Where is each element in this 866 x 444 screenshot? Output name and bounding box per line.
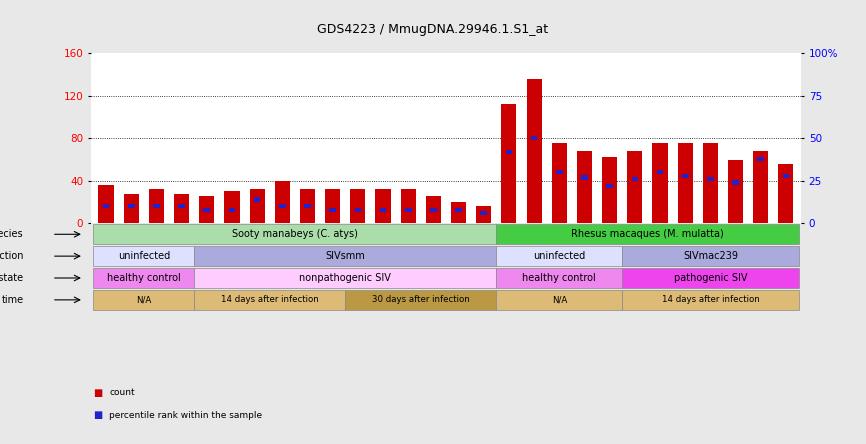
Bar bbox=[128, 204, 134, 209]
Bar bbox=[346, 290, 496, 310]
Bar bbox=[496, 246, 623, 266]
Bar bbox=[174, 194, 189, 223]
Text: SIVmac239: SIVmac239 bbox=[683, 251, 738, 261]
Bar bbox=[627, 151, 643, 223]
Bar bbox=[204, 208, 210, 212]
Bar bbox=[103, 204, 109, 209]
Bar bbox=[501, 104, 516, 223]
Bar bbox=[656, 170, 663, 174]
Bar bbox=[707, 177, 714, 181]
Bar bbox=[652, 143, 668, 223]
Text: species: species bbox=[0, 229, 23, 239]
Bar bbox=[678, 143, 693, 223]
Bar bbox=[733, 180, 739, 185]
Text: 14 days after infection: 14 days after infection bbox=[662, 295, 759, 305]
Bar bbox=[496, 268, 623, 288]
Bar bbox=[401, 189, 416, 223]
Bar bbox=[351, 189, 365, 223]
Bar bbox=[94, 268, 194, 288]
Bar bbox=[153, 204, 159, 209]
Bar bbox=[481, 211, 487, 215]
Bar bbox=[631, 177, 638, 181]
Bar bbox=[194, 290, 346, 310]
Text: disease state: disease state bbox=[0, 273, 23, 283]
Bar bbox=[405, 208, 411, 212]
Bar bbox=[224, 191, 240, 223]
Bar bbox=[149, 189, 164, 223]
Text: ■: ■ bbox=[94, 410, 103, 420]
Bar bbox=[199, 196, 214, 223]
Bar bbox=[506, 150, 513, 154]
Text: percentile rank within the sample: percentile rank within the sample bbox=[109, 411, 262, 420]
Text: nonpathogenic SIV: nonpathogenic SIV bbox=[300, 273, 391, 283]
Bar bbox=[531, 136, 538, 140]
Bar bbox=[99, 185, 113, 223]
Bar bbox=[379, 208, 386, 212]
Bar bbox=[376, 189, 391, 223]
Bar bbox=[476, 206, 491, 223]
Bar bbox=[279, 204, 286, 209]
Text: 14 days after infection: 14 days after infection bbox=[221, 295, 319, 305]
Bar bbox=[496, 290, 623, 310]
Bar bbox=[254, 198, 261, 202]
Bar bbox=[94, 290, 194, 310]
Bar bbox=[275, 181, 290, 223]
Bar bbox=[430, 208, 436, 212]
Text: time: time bbox=[2, 295, 23, 305]
Bar bbox=[606, 184, 613, 188]
Text: 30 days after infection: 30 days after infection bbox=[372, 295, 469, 305]
Text: infection: infection bbox=[0, 251, 23, 261]
Bar bbox=[758, 157, 764, 161]
Bar bbox=[426, 196, 441, 223]
Text: pathogenic SIV: pathogenic SIV bbox=[674, 273, 747, 283]
Bar bbox=[496, 224, 798, 244]
Bar bbox=[300, 189, 315, 223]
Bar bbox=[623, 268, 798, 288]
Bar bbox=[178, 204, 185, 209]
Bar bbox=[249, 189, 265, 223]
Bar bbox=[623, 290, 798, 310]
Bar bbox=[229, 208, 236, 212]
Bar bbox=[94, 246, 194, 266]
Bar bbox=[194, 246, 496, 266]
Text: N/A: N/A bbox=[136, 295, 152, 305]
Text: ■: ■ bbox=[94, 388, 103, 398]
Text: GDS4223 / MmugDNA.29946.1.S1_at: GDS4223 / MmugDNA.29946.1.S1_at bbox=[318, 23, 548, 36]
Bar bbox=[527, 79, 541, 223]
Bar bbox=[304, 204, 311, 209]
Bar bbox=[779, 164, 793, 223]
Bar bbox=[329, 208, 336, 212]
Bar bbox=[194, 268, 496, 288]
Bar bbox=[753, 151, 768, 223]
Bar bbox=[623, 246, 798, 266]
Bar bbox=[703, 143, 718, 223]
Text: Sooty manabeys (C. atys): Sooty manabeys (C. atys) bbox=[232, 229, 358, 239]
Bar bbox=[354, 208, 361, 212]
Text: healthy control: healthy control bbox=[522, 273, 596, 283]
Text: count: count bbox=[109, 388, 135, 397]
Bar bbox=[577, 151, 592, 223]
Bar bbox=[325, 189, 340, 223]
Bar bbox=[728, 159, 743, 223]
Bar bbox=[581, 175, 588, 179]
Bar bbox=[682, 174, 688, 178]
Text: healthy control: healthy control bbox=[107, 273, 181, 283]
Text: uninfected: uninfected bbox=[118, 251, 170, 261]
Text: uninfected: uninfected bbox=[533, 251, 585, 261]
Text: N/A: N/A bbox=[552, 295, 567, 305]
Bar bbox=[783, 174, 789, 178]
Bar bbox=[456, 208, 462, 212]
Bar bbox=[602, 158, 617, 223]
Bar bbox=[552, 143, 567, 223]
Bar bbox=[556, 170, 563, 174]
Bar bbox=[94, 224, 496, 244]
Bar bbox=[124, 194, 139, 223]
Bar bbox=[451, 202, 466, 223]
Text: Rhesus macaques (M. mulatta): Rhesus macaques (M. mulatta) bbox=[571, 229, 724, 239]
Text: SIVsmm: SIVsmm bbox=[326, 251, 365, 261]
